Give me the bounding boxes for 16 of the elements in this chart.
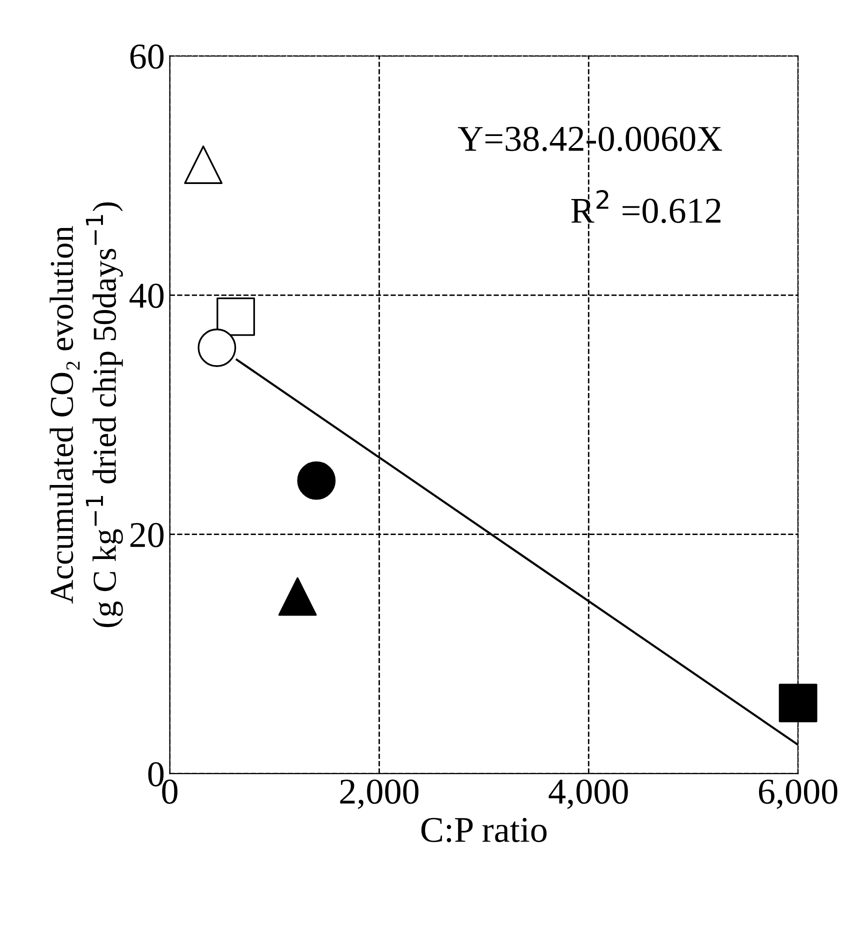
point [198, 328, 236, 367]
y-tick-label: 40 [130, 284, 164, 308]
x-tick-label: 2,000 [340, 779, 418, 810]
point [184, 146, 223, 184]
x-axis-title: C:P ratio [421, 818, 547, 842]
annotation: Y=38.42-0.0060X [458, 126, 722, 152]
point [278, 577, 317, 616]
point [297, 461, 336, 500]
y-tick-label: 20 [130, 522, 164, 548]
y-tick-label: 60 [130, 44, 164, 69]
y-tick-label: 0 [148, 762, 164, 786]
point [778, 684, 818, 722]
point [216, 297, 255, 336]
x-tick-label: 4,000 [548, 779, 628, 810]
x-tick-label: 6,000 [758, 779, 838, 810]
y-axis-title: Accumulated CO₂ evolution (g C kg$^{−1}$ dried chip 50days$^{−1}$) [50, 202, 123, 628]
